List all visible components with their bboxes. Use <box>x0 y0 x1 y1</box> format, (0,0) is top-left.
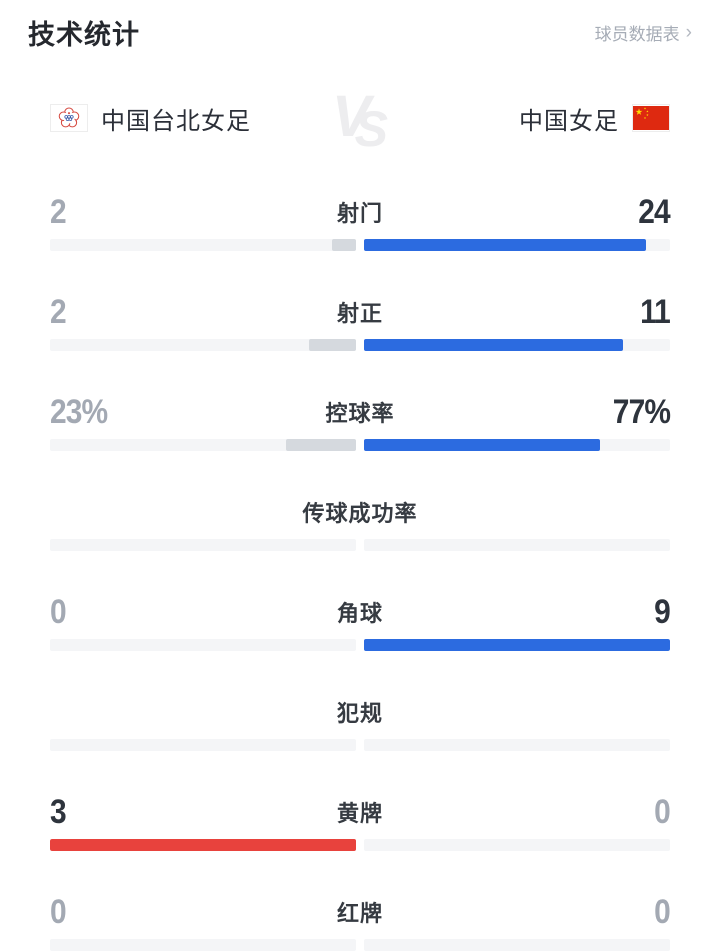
away-bar-fill <box>364 639 670 651</box>
home-value <box>50 695 160 729</box>
away-value: 24 <box>638 193 670 231</box>
stat-label: 射门 <box>336 201 383 226</box>
stat-label: 犯规 <box>336 701 383 726</box>
stat-label: 红牌 <box>336 901 383 926</box>
away-team[interactable]: 中国女足 <box>519 101 670 136</box>
teams-row: 中国台北女足 VS 中国女足 <box>0 88 720 154</box>
section-header: 技术统计 球员数据表 › <box>0 0 720 52</box>
vs-watermark: VS <box>331 84 389 158</box>
home-value: 23% <box>50 393 108 431</box>
home-bar-fill <box>285 439 356 451</box>
stat-bar <box>50 539 670 551</box>
stat-bar <box>50 239 670 251</box>
stat-row-corners: 0 角球 9 <box>50 592 671 651</box>
stats-list: 2 射门 24 2 射正 11 23% 控球率 <box>0 192 720 951</box>
stat-row-shots-on-target: 2 射正 11 <box>50 292 671 351</box>
stat-row-red-cards: 0 红牌 0 <box>50 892 671 951</box>
stat-label: 控球率 <box>325 401 395 426</box>
away-value: 9 <box>654 593 671 631</box>
home-value: 2 <box>50 193 67 231</box>
stat-bar <box>50 839 670 851</box>
home-value: 0 <box>50 893 67 931</box>
home-team[interactable]: 中国台北女足 <box>50 101 251 136</box>
away-value <box>560 695 670 729</box>
home-bar-fill <box>50 839 356 851</box>
home-value: 3 <box>50 793 67 831</box>
home-bar-fill <box>308 339 356 351</box>
away-bar-fill <box>364 439 600 451</box>
player-data-link[interactable]: 球员数据表 › <box>595 20 692 45</box>
stat-label: 传球成功率 <box>302 501 418 526</box>
away-team-name: 中国女足 <box>519 107 619 135</box>
stat-row-yellow-cards: 3 黄牌 0 <box>50 792 671 851</box>
stat-label: 角球 <box>336 601 383 626</box>
stat-bar <box>50 739 670 751</box>
player-data-link-label: 球员数据表 <box>594 25 680 44</box>
section-title: 技术统计 <box>28 20 140 50</box>
stat-row-pass-accuracy: 传球成功率 <box>50 492 670 551</box>
chevron-right-icon: › <box>685 22 692 43</box>
home-value: 2 <box>50 293 67 331</box>
home-value <box>50 495 160 529</box>
stat-row-shots: 2 射门 24 <box>50 192 671 251</box>
stat-bar <box>50 339 670 351</box>
away-value: 77% <box>612 393 671 431</box>
away-value: 0 <box>654 793 671 831</box>
home-team-name: 中国台北女足 <box>101 107 251 135</box>
away-bar-fill <box>364 239 647 251</box>
stat-label: 射正 <box>336 301 383 326</box>
away-value: 11 <box>640 293 671 331</box>
stat-bar <box>50 639 670 651</box>
stat-row-possession: 23% 控球率 77% <box>50 392 671 451</box>
away-value <box>560 495 670 529</box>
stat-label: 黄牌 <box>336 801 383 826</box>
china-flag-icon <box>632 104 670 132</box>
stat-bar <box>50 939 670 951</box>
home-bar-fill <box>332 239 356 251</box>
away-value: 0 <box>654 893 671 931</box>
stat-bar <box>50 439 670 451</box>
home-value: 0 <box>50 593 67 631</box>
chinese-taipei-flag-icon <box>50 104 88 132</box>
stat-row-fouls: 犯规 <box>50 692 670 751</box>
away-bar-fill <box>364 339 623 351</box>
